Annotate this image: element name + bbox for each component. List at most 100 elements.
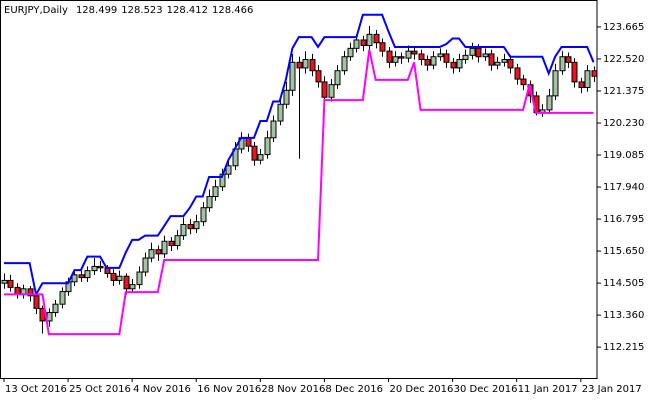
- candle-body: [302, 59, 309, 69]
- quote-low: 128.412: [167, 5, 208, 16]
- candle-body: [84, 270, 91, 279]
- candle-body: [245, 137, 252, 147]
- candle-body: [46, 312, 53, 322]
- candle-body: [225, 165, 232, 175]
- candle-body: [71, 274, 78, 283]
- x-tick-label: 13 Oct 2016: [5, 384, 67, 395]
- candle-body: [571, 61, 578, 83]
- candle-body: [341, 56, 348, 72]
- candle-body: [315, 70, 322, 83]
- chart-title: EURJPY,Daily 128.499 128.523 128.412 128.466: [4, 5, 253, 16]
- candle-body: [373, 33, 380, 44]
- candle-body: [123, 275, 130, 290]
- candle-body: [257, 154, 264, 161]
- candle-body: [59, 291, 66, 305]
- candle-body: [328, 84, 335, 98]
- y-tick-label: 121.375: [603, 86, 644, 97]
- x-tick-label: 23 Jan 2017: [582, 384, 642, 395]
- candle-body: [552, 70, 559, 97]
- y-tick-label: 123.665: [603, 22, 644, 33]
- candle-body: [392, 56, 399, 63]
- candle-body: [33, 295, 40, 309]
- x-tick-label: 8 Dec 2016: [325, 384, 383, 395]
- channel-line: [4, 49, 594, 336]
- candle-body: [78, 274, 85, 279]
- candle-body: [116, 275, 123, 281]
- candle-body: [584, 70, 591, 88]
- candle-body: [546, 95, 553, 111]
- channel-line: [4, 13, 595, 298]
- candle-body: [155, 249, 162, 255]
- candle-body: [430, 56, 437, 66]
- y-tick-label: 119.085: [603, 150, 644, 161]
- candle-body: [565, 56, 572, 63]
- candle-body: [437, 53, 444, 58]
- candle-body: [462, 54, 469, 61]
- candle-body: [398, 56, 405, 59]
- x-tick-label: 25 Oct 2016: [69, 384, 131, 395]
- x-tick-label: 11 Jan 2017: [518, 384, 578, 395]
- candle-body: [309, 59, 316, 72]
- candle-body: [334, 70, 341, 86]
- candle-body: [270, 120, 277, 139]
- candle-body: [251, 145, 258, 161]
- y-tick-label: 114.505: [603, 278, 644, 289]
- candle-body: [193, 221, 200, 230]
- candle-body: [450, 61, 457, 69]
- candle-body: [289, 61, 296, 91]
- x-tick-label: 28 Nov 2016: [261, 384, 325, 395]
- plot-frame: [0, 0, 598, 379]
- candle-body: [353, 39, 360, 49]
- candle-body: [591, 70, 598, 77]
- candle-body: [129, 284, 136, 290]
- candle-body: [443, 53, 450, 63]
- candle-body: [206, 196, 213, 209]
- y-tick-label: 120.230: [603, 118, 644, 129]
- candle-body: [180, 223, 187, 237]
- candle-body: [514, 67, 521, 80]
- x-tick-label: 20 Dec 2016: [390, 384, 454, 395]
- y-tick-label: 112.215: [603, 342, 644, 353]
- candle-body: [27, 288, 34, 297]
- y-tick-label: 117.940: [603, 182, 644, 193]
- candle-body: [97, 265, 104, 269]
- x-tick-label: 16 Nov 2016: [197, 384, 261, 395]
- candle-body: [14, 286, 21, 295]
- x-tick-label: 30 Dec 2016: [454, 384, 518, 395]
- candle-body: [424, 59, 431, 66]
- candle-body: [142, 257, 149, 273]
- candle-body: [360, 39, 367, 47]
- candle-body: [418, 53, 425, 61]
- quote-close: 128.466: [212, 5, 253, 16]
- candle-body: [212, 186, 219, 198]
- quote-open: 128.499: [76, 5, 117, 16]
- candle-body: [405, 50, 412, 59]
- candle-body: [507, 59, 514, 69]
- candle-body: [283, 89, 290, 105]
- y-tick-label: 115.650: [603, 246, 644, 257]
- candle-body: [520, 78, 527, 86]
- candle-body: [321, 81, 328, 98]
- candle-body: [148, 249, 155, 259]
- candle-body: [366, 33, 373, 47]
- candle-body: [161, 240, 168, 255]
- candle-body: [174, 235, 181, 246]
- symbol: EURJPY,Daily: [4, 5, 68, 16]
- candle-body: [578, 81, 585, 88]
- candle-body: [200, 207, 207, 223]
- candle-body: [91, 265, 98, 272]
- candle-body: [559, 56, 566, 72]
- candle-body: [110, 272, 117, 281]
- candle-body: [456, 59, 463, 69]
- candle-body: [187, 223, 194, 230]
- candle-body: [482, 53, 489, 58]
- candle-body: [7, 279, 14, 288]
- y-tick-label: 116.795: [603, 214, 644, 225]
- candle-body: [386, 50, 393, 63]
- candle-body: [475, 47, 482, 58]
- candle-body: [296, 61, 303, 69]
- candle-body: [347, 47, 354, 58]
- x-tick-label: 4 Nov 2016: [133, 384, 191, 395]
- candle-body: [488, 53, 495, 66]
